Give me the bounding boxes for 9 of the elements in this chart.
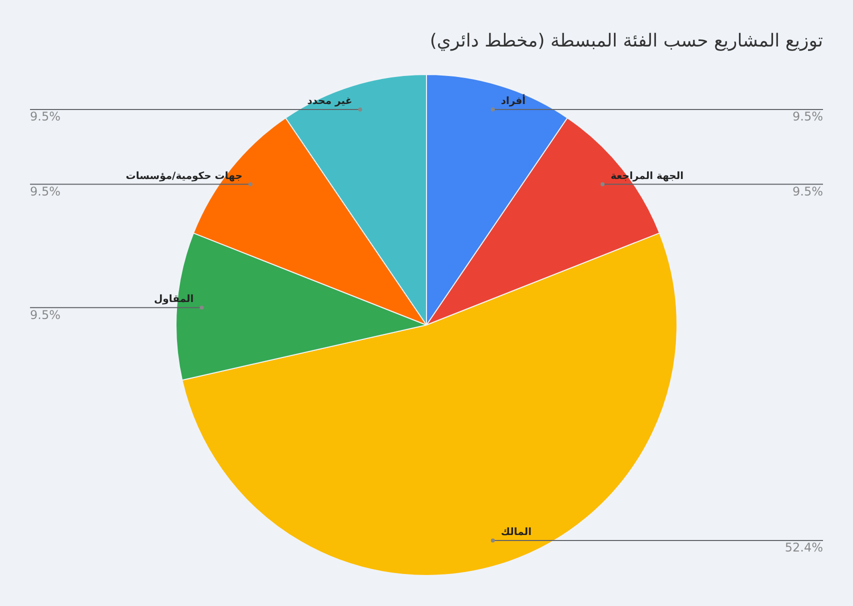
data-label: 9.5% [30, 308, 60, 322]
slice-label: المالك [500, 527, 532, 538]
slice-label: أفراد [500, 94, 526, 108]
data-label: 52.4% [784, 540, 823, 555]
data-label: 9.5% [30, 184, 60, 198]
data-label: 9.5% [792, 110, 823, 124]
data-label: 9.5% [30, 110, 60, 124]
data-label: 9.5% [792, 184, 823, 198]
chart-title: توزيع المشاريع حسب الفئة المبسطة (مخطط دائري) [430, 30, 823, 52]
